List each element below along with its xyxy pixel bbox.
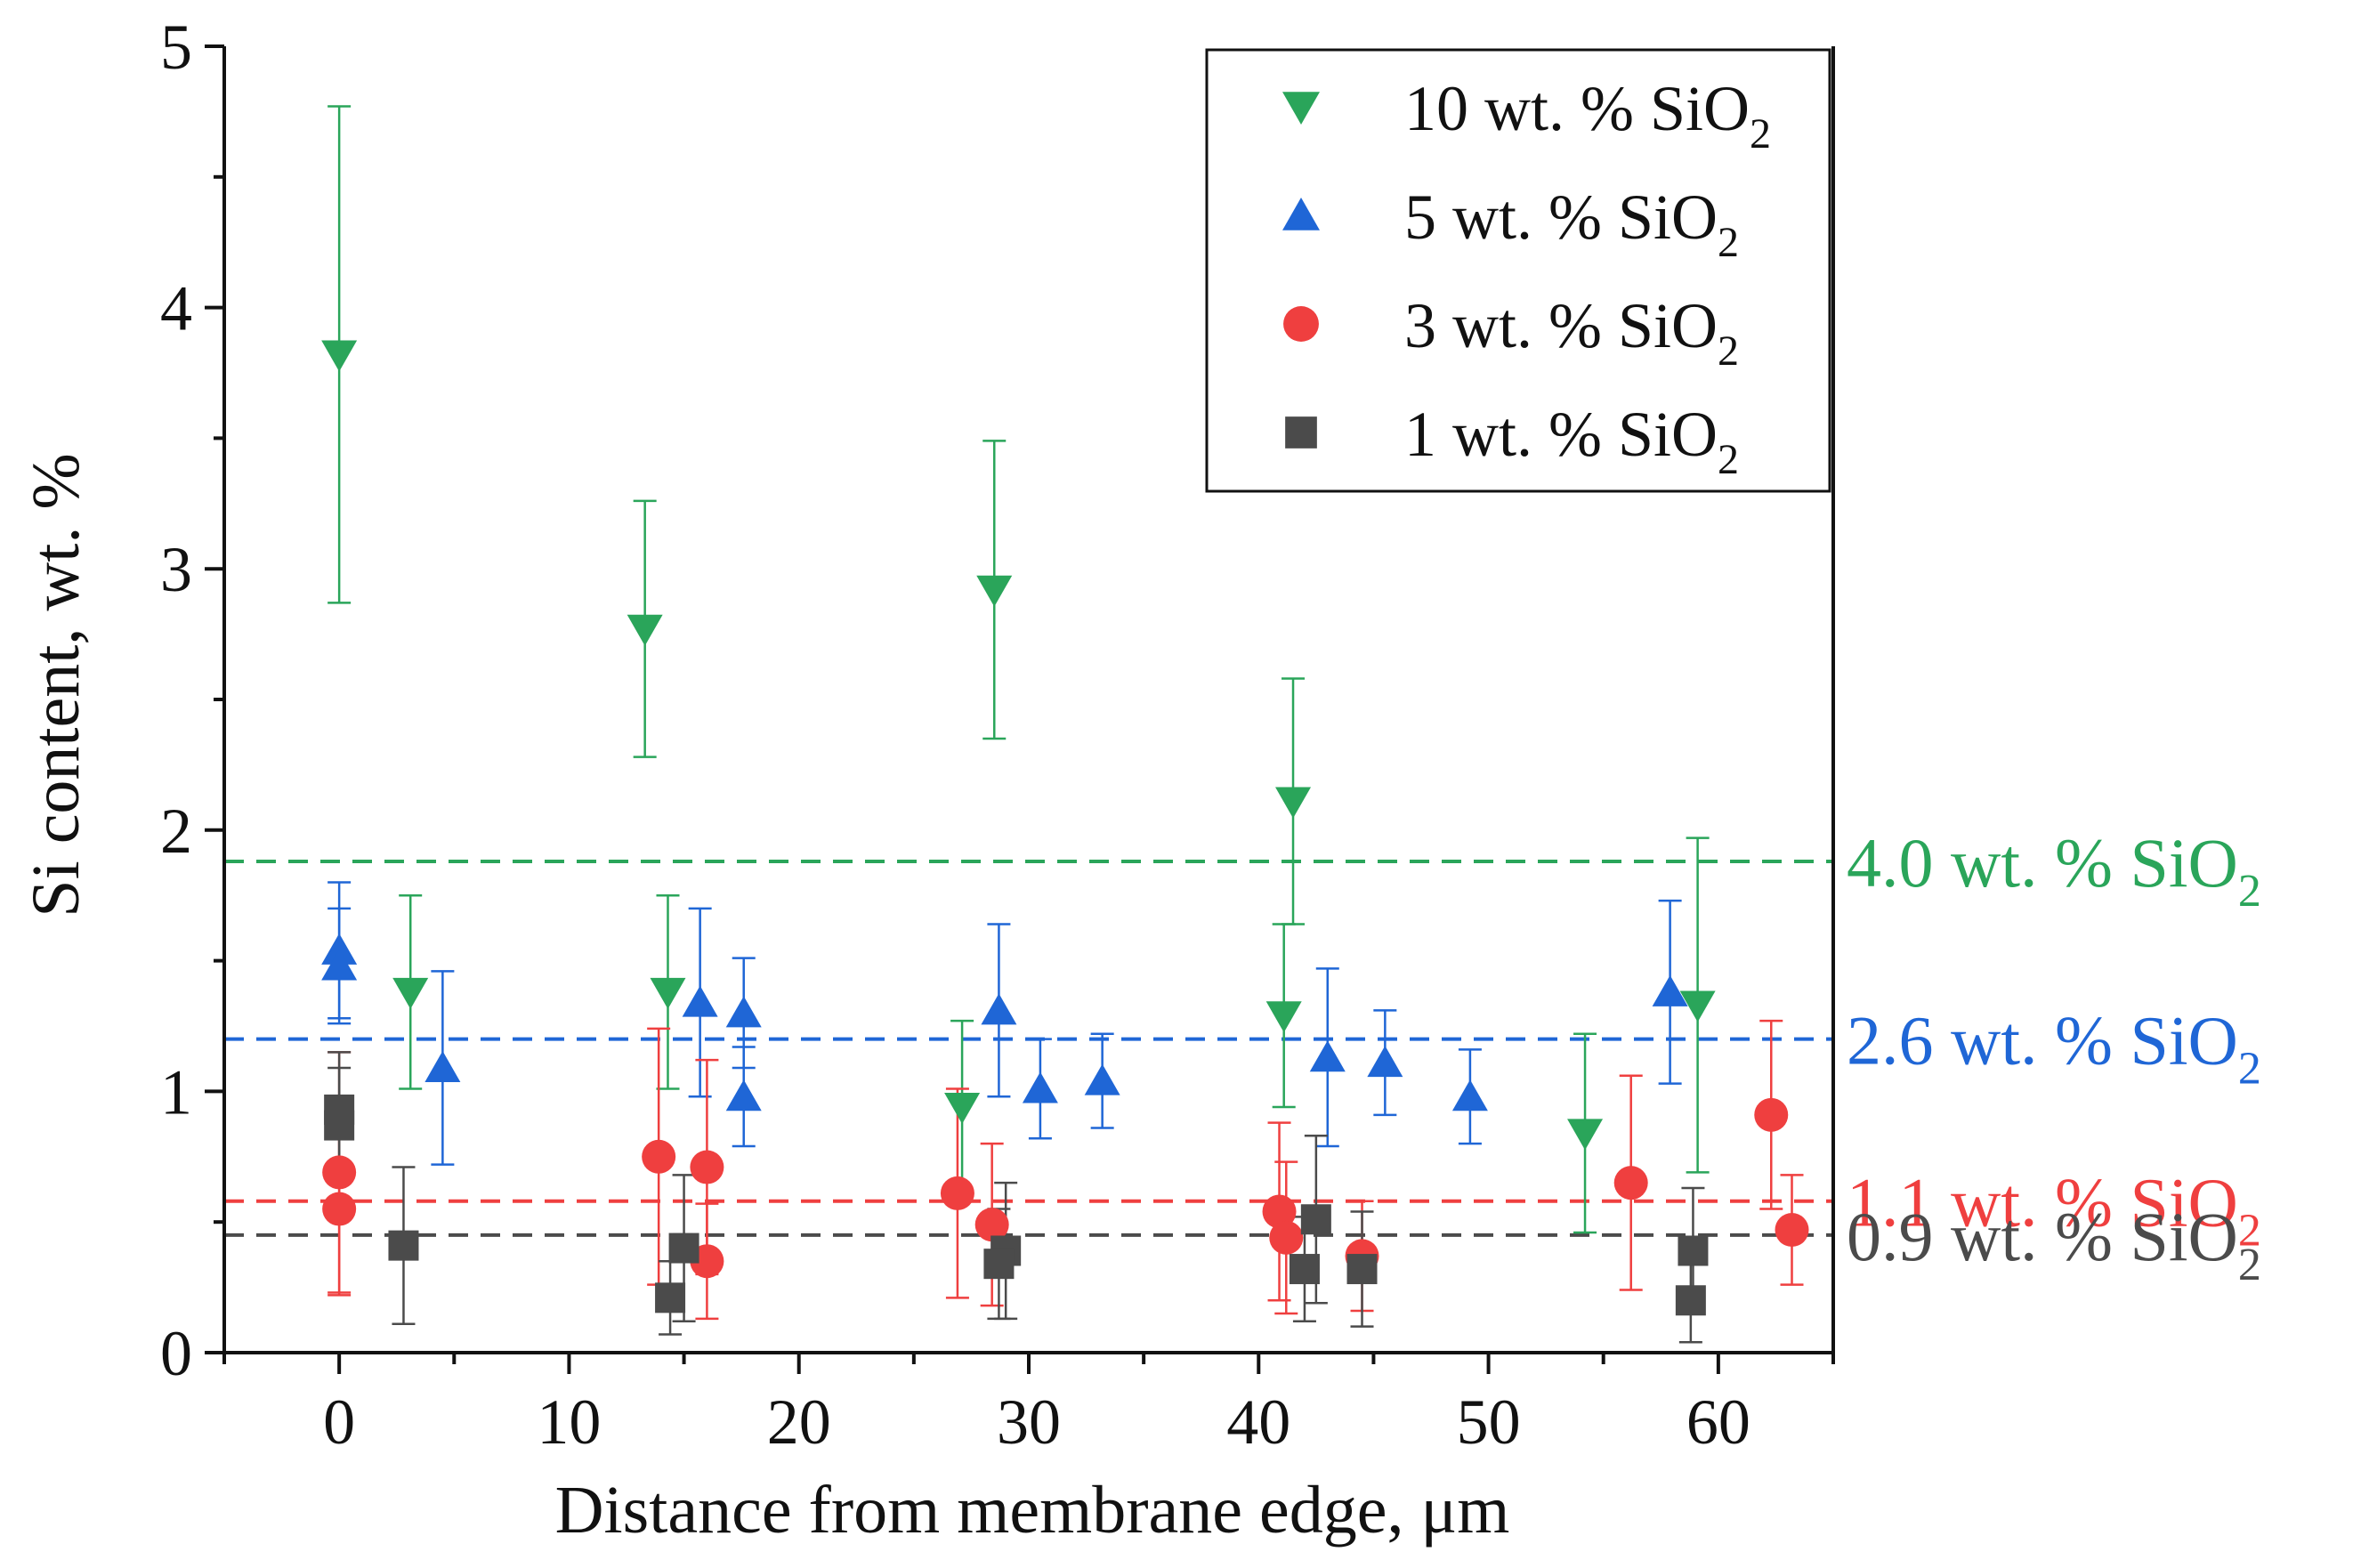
- data-point: [668, 1233, 699, 1264]
- data-point: [1754, 1097, 1789, 1132]
- legend-marker: [1282, 198, 1320, 230]
- x-axis-title: Distance from membrane edge, μm: [555, 1473, 1510, 1548]
- reference-label: 2.6 wt. % SiO2: [1847, 1002, 2261, 1095]
- data-point: [321, 933, 358, 965]
- legend-label: 3 wt. % SiO2: [1404, 290, 1739, 375]
- data-point: [392, 977, 429, 1009]
- data-point: [1084, 1063, 1120, 1095]
- data-point: [321, 949, 358, 981]
- data-point: [1451, 1079, 1488, 1111]
- y-tick-label: 0: [160, 1318, 192, 1389]
- legend-label: 10 wt. % SiO2: [1404, 73, 1771, 158]
- data-point: [1265, 1001, 1302, 1033]
- y-tick-label: 4: [160, 273, 192, 344]
- data-point: [1269, 1220, 1304, 1255]
- legend: 10 wt. % SiO2 5 wt. % SiO2 3 wt. % SiO2 1 w…: [1205, 48, 1831, 493]
- legend-label: 5 wt. % SiO2: [1404, 182, 1739, 266]
- data-point: [1262, 1194, 1297, 1229]
- y-tick-label: 2: [160, 796, 192, 867]
- x-tick-label: 60: [1686, 1386, 1750, 1458]
- data-point: [940, 1176, 974, 1210]
- data-point: [983, 1249, 1015, 1280]
- reference-label: 1.1 wt. % SiO2: [1847, 1164, 2261, 1257]
- legend-label: 1 wt. % SiO2: [1404, 399, 1739, 483]
- data-point: [725, 1079, 762, 1111]
- reference-label: 0.9 wt. % SiO2: [1847, 1198, 2261, 1290]
- data-point: [974, 1208, 1009, 1242]
- data-point: [1775, 1213, 1809, 1248]
- data-point: [1022, 1071, 1058, 1103]
- reference-label: 4.0 wt. % SiO2: [1847, 824, 2261, 917]
- axes: 0 10 20 30 40 50 60 0 1 2 3 4 5: [160, 12, 1835, 1458]
- data-point: [682, 985, 718, 1017]
- reference-lines: [224, 860, 1833, 1237]
- data-point: [1346, 1254, 1378, 1285]
- x-tick-label: 40: [1226, 1386, 1290, 1458]
- y-tick-label: 3: [160, 534, 192, 605]
- data-point: [1679, 990, 1716, 1022]
- x-tick-label: 30: [997, 1386, 1061, 1458]
- data-point: [1613, 1166, 1648, 1200]
- data-point: [1652, 974, 1688, 1006]
- data-point: [944, 1093, 981, 1125]
- data-point: [690, 1150, 724, 1184]
- data-point: [627, 614, 663, 646]
- data-point: [725, 996, 762, 1028]
- data-point: [321, 340, 358, 372]
- data-point: [655, 1282, 686, 1313]
- data-point: [1675, 1285, 1706, 1316]
- data-point: [650, 977, 686, 1009]
- legend-marker: [1282, 92, 1320, 125]
- data-point: [388, 1230, 419, 1261]
- x-tick-label: 20: [767, 1386, 831, 1458]
- x-tick-label: 10: [537, 1386, 601, 1458]
- data-point: [322, 1155, 357, 1190]
- legend-marker: [1283, 306, 1319, 342]
- data-point: [1678, 1235, 1709, 1266]
- data-point: [1300, 1204, 1331, 1235]
- y-tick-label: 5: [160, 12, 192, 83]
- y-tick-label: 1: [160, 1056, 192, 1128]
- data-point: [642, 1139, 676, 1174]
- data-point: [1309, 1040, 1346, 1072]
- legend-marker: [1285, 416, 1317, 449]
- data-points: [321, 340, 1809, 1316]
- reference-labels: 4.0 wt. % SiO2 2.6 wt. % SiO2 1.1 wt. % Si…: [1847, 824, 2261, 1290]
- data-point: [1275, 787, 1312, 819]
- data-point: [981, 993, 1017, 1025]
- data-point: [976, 575, 1013, 607]
- data-point: [324, 1110, 355, 1141]
- data-point: [1289, 1254, 1320, 1285]
- x-tick-label: 0: [323, 1386, 355, 1458]
- data-point: [424, 1050, 461, 1082]
- data-point: [1367, 1046, 1403, 1078]
- y-axis-title: Si content, wt. %: [19, 453, 93, 917]
- data-point: [1567, 1119, 1604, 1151]
- x-tick-label: 50: [1457, 1386, 1521, 1458]
- data-point: [322, 1192, 357, 1226]
